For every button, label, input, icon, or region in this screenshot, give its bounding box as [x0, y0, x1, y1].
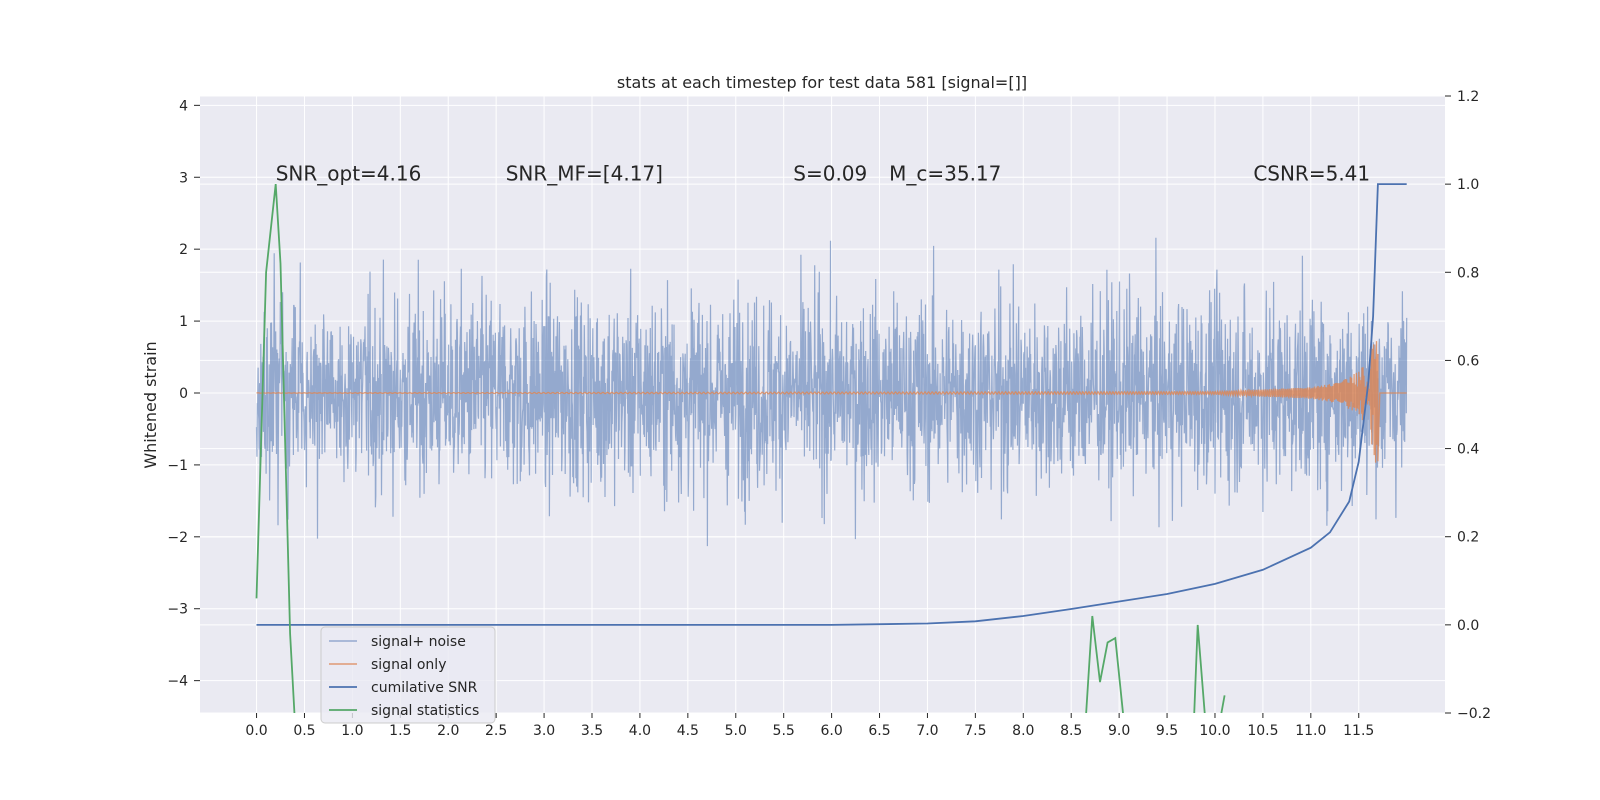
x-tick-label: 10.5 — [1247, 723, 1278, 739]
annotation-3: M_c=35.17 — [889, 161, 1001, 185]
y-tick-label: −2 — [167, 530, 188, 546]
x-tick-label: 2.0 — [437, 723, 459, 739]
legend-label: signal+ noise — [371, 634, 466, 650]
y2-tick-label: −0.2 — [1457, 706, 1491, 722]
legend-box — [320, 626, 496, 724]
chart-title: stats at each timestep for test data 581… — [617, 73, 1027, 92]
y-tick-label: 2 — [179, 242, 188, 258]
x-tick-label: 10.0 — [1199, 723, 1230, 739]
y-axis-label: Whitened strain — [141, 341, 160, 468]
y-tick-label: 3 — [179, 170, 188, 186]
annotation-1: SNR_MF=[4.17] — [506, 161, 663, 185]
x-tick-label: 3.0 — [533, 723, 555, 739]
annotations: SNR_opt=4.16 SNR_MF=[4.17] S=0.09 M_c=35.17… — [276, 161, 1370, 185]
y-tick-label: −4 — [167, 674, 188, 690]
x-tick-label: 7.0 — [916, 723, 938, 739]
x-tick-label: 8.5 — [1060, 723, 1082, 739]
series-cumulative-snr — [256, 183, 1407, 626]
x-tick-label: 9.5 — [1156, 723, 1178, 739]
annotation-0: SNR_opt=4.16 — [276, 161, 422, 185]
legend-label: cumilative SNR — [371, 680, 478, 696]
x-tick-label: 4.5 — [677, 723, 699, 739]
y2-tick-label: 0.8 — [1457, 265, 1479, 281]
series-signal-only — [256, 341, 1407, 463]
x-tick-label: 1.5 — [389, 723, 411, 739]
y-tick-label: −3 — [167, 602, 188, 618]
y2-tick-label: 1.0 — [1457, 177, 1479, 193]
x-tick-label: 11.5 — [1343, 723, 1374, 739]
x-tick-label: 0.5 — [293, 723, 315, 739]
x-tick-label: 0.0 — [245, 723, 267, 739]
x-tick-label: 6.5 — [868, 723, 890, 739]
annotation-2: S=0.09 — [793, 161, 867, 185]
x-tick-label: 2.5 — [485, 723, 507, 739]
y-tick-label: 0 — [179, 386, 188, 402]
legend: signal+ noise signal only cumilative SNR si… — [320, 626, 496, 724]
x-tick-label: 3.5 — [581, 723, 603, 739]
x-tick-label: 9.0 — [1108, 723, 1130, 739]
y2-tick-label: 0.2 — [1457, 530, 1479, 546]
x-tick-label: 5.5 — [773, 723, 795, 739]
y-tick-label: 4 — [179, 98, 188, 114]
x-tick-label: 7.5 — [964, 723, 986, 739]
annotation-4: CSNR=5.41 — [1253, 161, 1370, 185]
y2-tick-label: 0.0 — [1457, 618, 1479, 634]
x-tick-label: 6.0 — [820, 723, 842, 739]
x-tick-label: 5.0 — [725, 723, 747, 739]
y-tick-label: 1 — [179, 314, 188, 330]
x-tick-label: 8.0 — [1012, 723, 1034, 739]
y2-tick-label: 0.4 — [1457, 442, 1479, 458]
legend-label: signal statistics — [371, 703, 479, 719]
legend-label: signal only — [371, 657, 446, 673]
x-tick-label: 1.0 — [341, 723, 363, 739]
series-layer — [255, 183, 1408, 713]
y-tick-label: −1 — [167, 458, 188, 474]
x-tick-label: 11.0 — [1295, 723, 1326, 739]
series-signal-statistics — [255, 184, 1226, 713]
x-tick-label: 4.0 — [629, 723, 651, 739]
ticks: 0.0 0.5 1.0 1.5 2.0 2.5 3.0 3.5 4.0 4.5 5.0 5.5 6.0 6… — [167, 89, 1491, 739]
y2-tick-label: 0.6 — [1457, 353, 1479, 369]
y2-tick-label: 1.2 — [1457, 89, 1479, 105]
series-signal-noise — [255, 237, 1408, 547]
